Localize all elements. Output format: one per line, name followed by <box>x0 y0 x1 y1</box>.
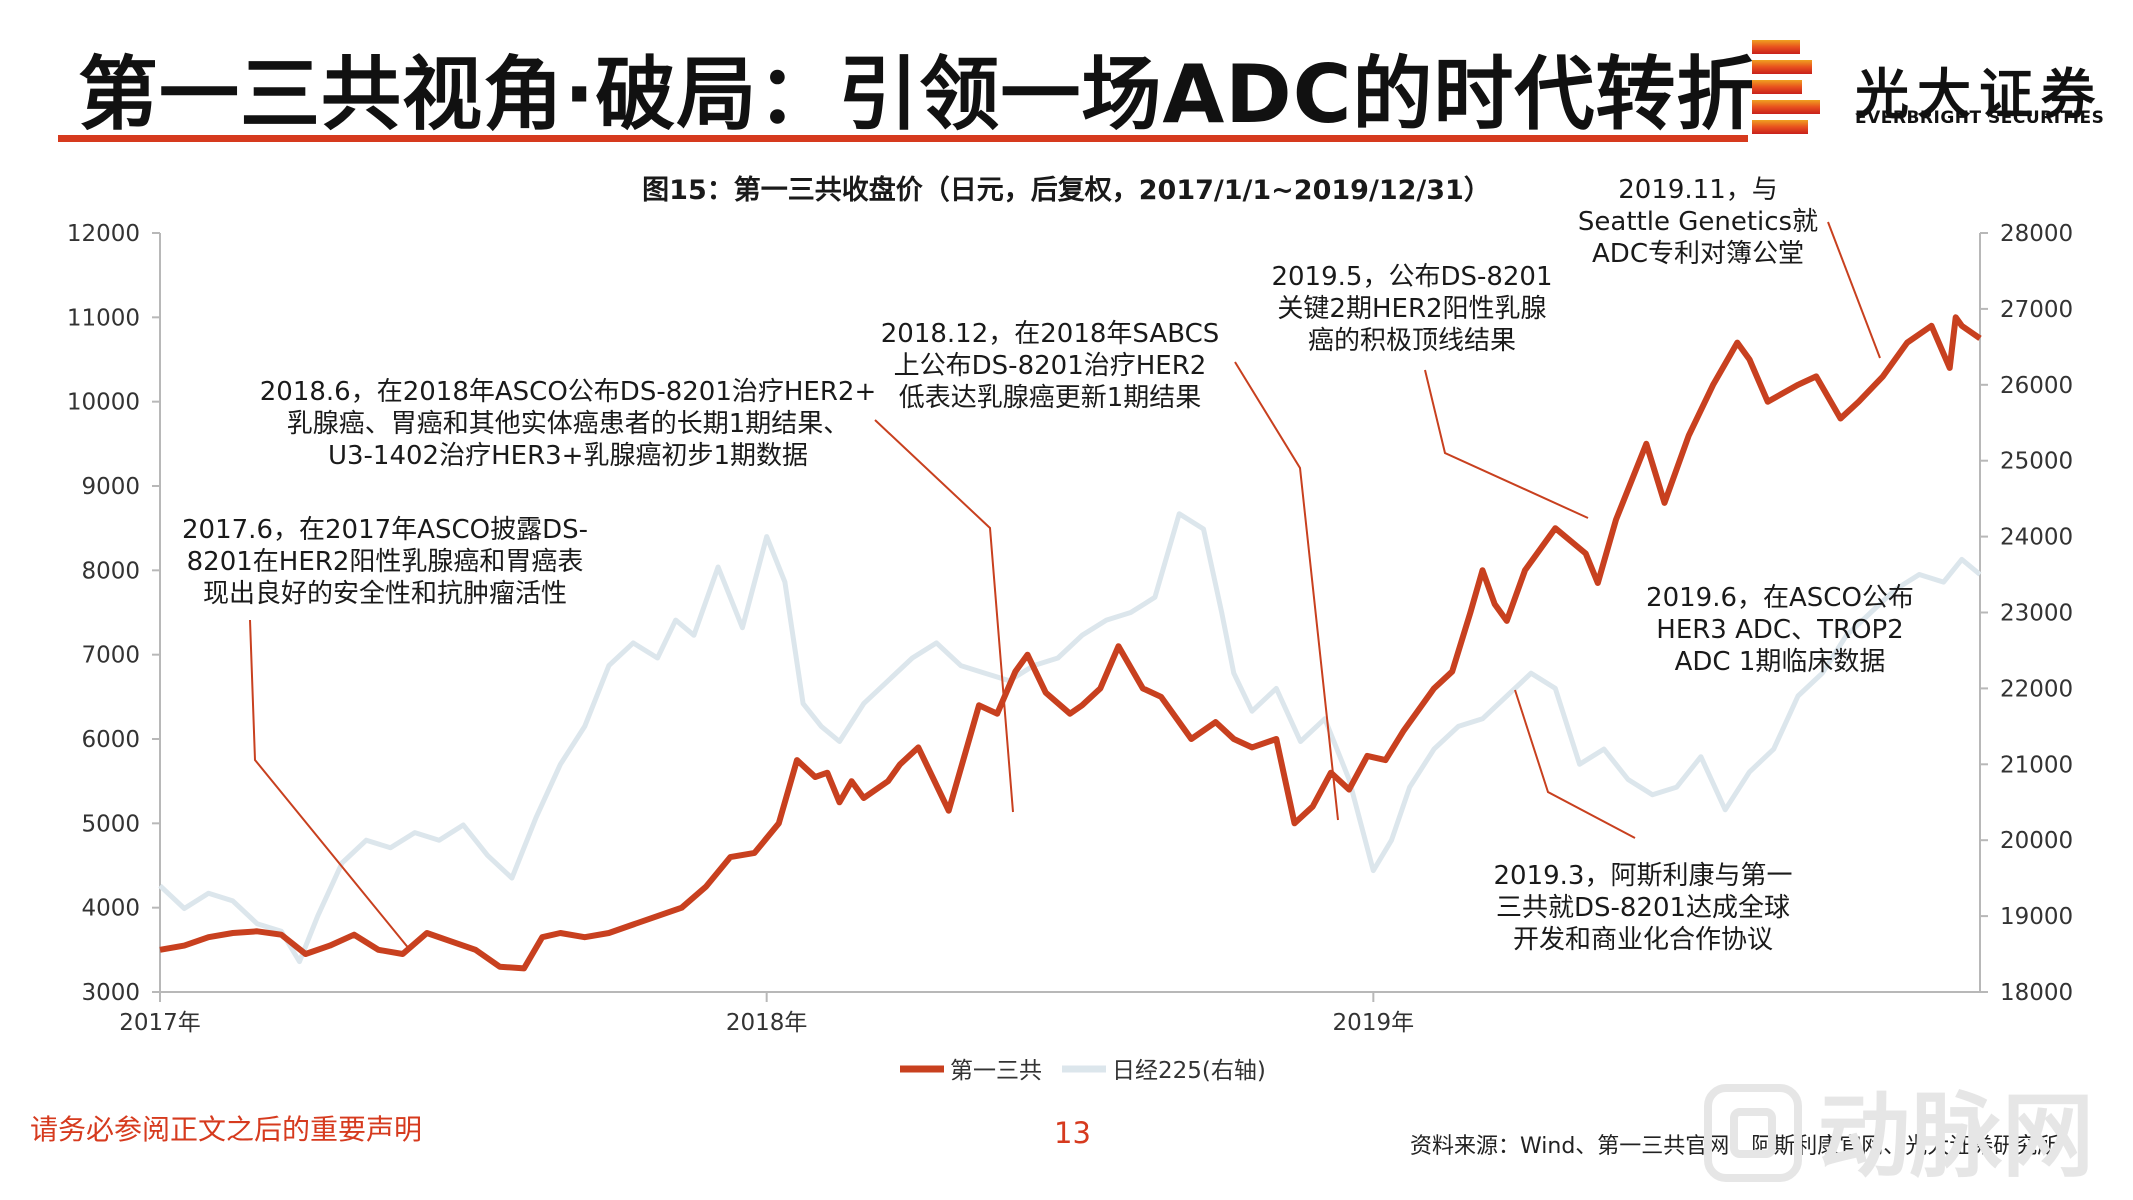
annotation-text-line: 现出良好的安全性和抗肿瘤活性 <box>203 579 567 609</box>
series-line-daiichi-sankyo <box>159 314 1982 972</box>
y-left-tick-label: 8000 <box>81 558 140 584</box>
title-rule <box>58 135 1748 142</box>
y-left-tick-label: 11000 <box>67 305 140 331</box>
page-number: 13 <box>1054 1116 1091 1150</box>
annotation-leader-line <box>874 419 1014 813</box>
y-left-tick-label: 9000 <box>81 474 140 500</box>
y-right-tick-label: 22000 <box>2000 676 2073 702</box>
y-left-tick-label: 12000 <box>67 221 140 247</box>
annotation-text-line: 2019.11，与 <box>1618 175 1778 205</box>
annotation-leader-line <box>1514 689 1636 839</box>
disclaimer: 请务必参阅正文之后的重要声明 <box>30 1113 423 1146</box>
y-right-tick-label: 20000 <box>2000 828 2073 854</box>
annotation-text-line: ADC专利对簿公堂 <box>1592 239 1804 269</box>
annotation-leader-line <box>1234 361 1339 821</box>
annotation-text-line: 2019.5，公布DS-8201 <box>1271 262 1552 292</box>
annotation-text-line: 低表达乳腺癌更新1期结果 <box>899 383 1202 413</box>
annotation-leader-line <box>1827 221 1881 359</box>
chart-legend: 第一三共 日经225(右轴) <box>900 1058 1266 1084</box>
y-right-tick-label: 26000 <box>2000 373 2073 399</box>
watermark-text: 动脉网 <box>1818 1083 2094 1188</box>
y-right-tick-label: 19000 <box>2000 904 2073 930</box>
annotation-text-line: 2019.3，阿斯利康与第一 <box>1494 861 1793 891</box>
annotation-text-line: 2018.6，在2018年ASCO公布DS-8201治疗HER2+ <box>260 377 877 407</box>
annotation-leader-line <box>249 619 411 951</box>
page-title: 第一三共视角·破局：引领一场ADC的时代转折 <box>78 48 1758 141</box>
series-line-nikkei225 <box>158 511 1982 965</box>
annotation-text-line: 三共就DS-8201达成全球 <box>1496 893 1790 923</box>
annotation-text-line: ADC 1期临床数据 <box>1675 647 1886 677</box>
logo-cn: 光大证券 <box>1855 63 2103 126</box>
annotation-text-line: 开发和商业化合作协议 <box>1513 925 1773 955</box>
y-right-tick-label: 27000 <box>2000 297 2073 323</box>
y-right-tick-label: 25000 <box>2000 449 2073 475</box>
y-left-tick-label: 5000 <box>81 811 140 837</box>
x-tick-label: 2017年 <box>119 1010 201 1036</box>
annotation-leader-line <box>1424 369 1589 519</box>
legend-label-daiichi-sankyo: 第一三共 <box>950 1058 1042 1084</box>
y-left-tick-label: 3000 <box>81 980 140 1006</box>
annotation-text-line: Seattle Genetics就 <box>1578 207 1818 237</box>
logo-en: EVERBRIGHT SECURITIES <box>1855 108 2105 128</box>
y-right-tick-label: 24000 <box>2000 525 2073 551</box>
y-right-tick-label: 28000 <box>2000 221 2073 247</box>
annotation-text-line: 乳腺癌、胃癌和其他实体癌患者的长期1期结果、 <box>287 409 850 439</box>
y-left-tick-label: 6000 <box>81 727 140 753</box>
annotation-text-line: 关键2期HER2阳性乳腺 <box>1277 294 1546 324</box>
stock-price-chart: 3000 4000 5000 6000 7000 8000 9000 10000 11000 12… <box>67 175 2073 1084</box>
y-left-tick-label: 7000 <box>81 643 140 669</box>
y-right-tick-label: 21000 <box>2000 752 2073 778</box>
chart-title: 图15：第一三共收盘价（日元，后复权，2017/1/1~2019/12/31） <box>642 175 1491 206</box>
chart-annotations: 2017.6，在2017年ASCO披露DS-8201在HER2阳性乳腺癌和胃癌表… <box>182 175 1914 955</box>
y-left-tick-label: 10000 <box>67 390 140 416</box>
annotation-text-line: 2019.6，在ASCO公布 <box>1646 583 1914 613</box>
annotation-text-line: 2017.6，在2017年ASCO披露DS- <box>182 515 588 545</box>
annotation-text-line: 癌的积极顶线结果 <box>1308 326 1516 356</box>
watermark-icon: 动脉网 <box>1704 1083 2094 1188</box>
annotation-text-line: U3-1402治疗HER3+乳腺癌初步1期数据 <box>328 441 808 471</box>
everbright-logo-icon <box>1752 40 1820 134</box>
annotation-text-line: 8201在HER2阳性乳腺癌和胃癌表 <box>187 547 584 577</box>
x-tick-label: 2019年 <box>1333 1010 1415 1036</box>
annotation-text-line: 2018.12，在2018年SABCS <box>881 319 1220 349</box>
chart-series <box>158 314 1982 972</box>
legend-label-nikkei225: 日经225(右轴) <box>1112 1058 1266 1084</box>
chart-axes: 3000 4000 5000 6000 7000 8000 9000 10000 11000 12… <box>67 221 2073 1036</box>
y-right-tick-label: 18000 <box>2000 980 2073 1006</box>
x-tick-label: 2018年 <box>726 1010 808 1036</box>
annotation-text-line: HER3 ADC、TROP2 <box>1656 615 1903 645</box>
y-left-tick-label: 4000 <box>81 896 140 922</box>
annotation-text-line: 上公布DS-8201治疗HER2 <box>894 351 1207 381</box>
y-right-tick-label: 23000 <box>2000 601 2073 627</box>
